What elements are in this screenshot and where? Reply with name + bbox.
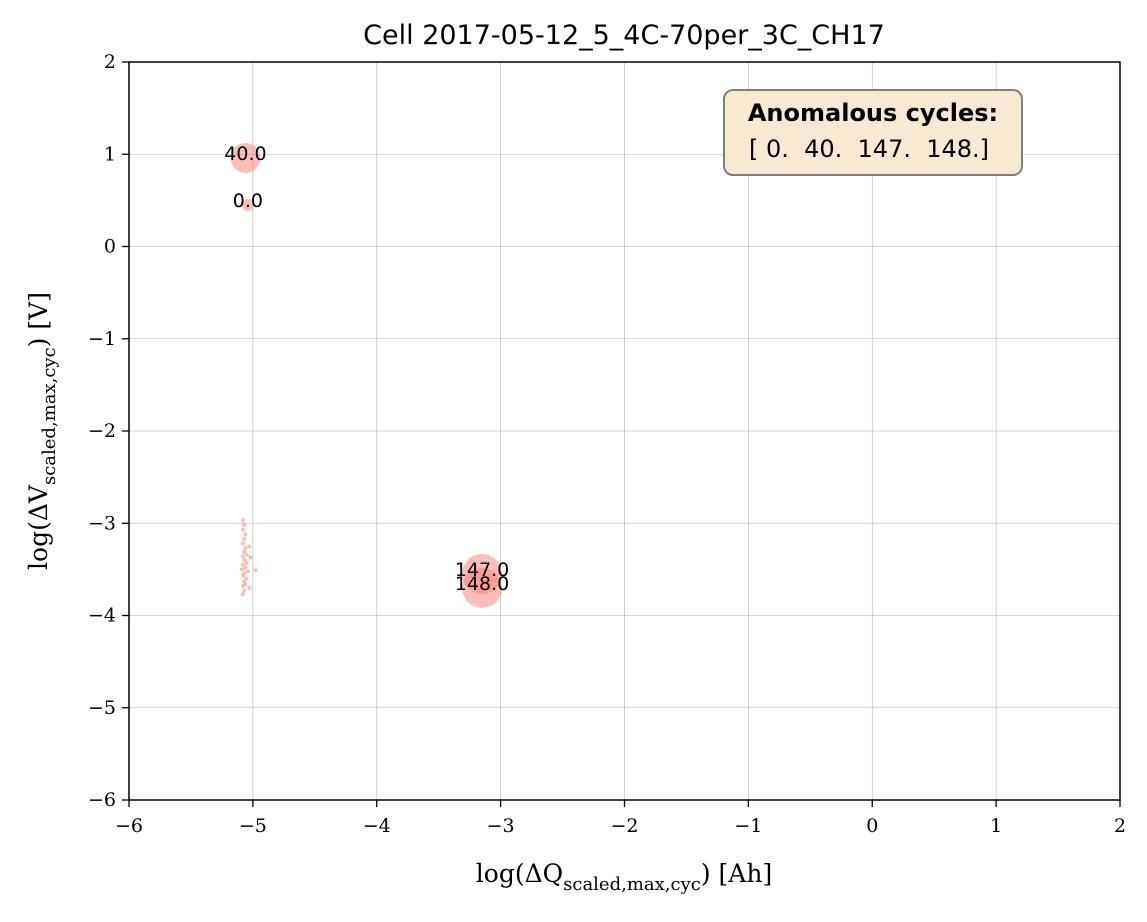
y-tick-label: −5 bbox=[88, 697, 116, 719]
x-tick-label: −1 bbox=[734, 815, 762, 837]
data-point bbox=[242, 588, 247, 593]
y-tick-label: 1 bbox=[104, 143, 116, 165]
annotation-title: Anomalous cycles: bbox=[748, 99, 998, 127]
data-point bbox=[240, 554, 245, 559]
data-point bbox=[245, 569, 250, 574]
y-tick-label: −3 bbox=[88, 512, 116, 534]
data-point bbox=[242, 558, 247, 563]
x-tick-label: 1 bbox=[990, 815, 1002, 837]
data-point-label: 40.0 bbox=[224, 143, 266, 165]
data-point bbox=[243, 565, 248, 570]
y-tick-label: −6 bbox=[88, 789, 116, 811]
y-tick-label: −2 bbox=[88, 420, 116, 442]
data-point bbox=[242, 549, 247, 554]
y-axis-label: log(ΔVscaled,max,cyc) [V] bbox=[24, 292, 60, 570]
data-point bbox=[462, 567, 503, 608]
annotation-values: [ 0. 40. 147. 148.] bbox=[749, 135, 989, 163]
x-tick-label: 2 bbox=[1114, 815, 1126, 837]
y-tick-label: −1 bbox=[88, 328, 116, 350]
data-point bbox=[253, 568, 258, 573]
data-point-label: 147.0 bbox=[455, 559, 509, 581]
data-point bbox=[244, 552, 249, 557]
x-tick-label: −6 bbox=[115, 815, 143, 837]
data-point bbox=[242, 536, 247, 541]
axis-ticks: −6 −5 −4 −3 −2 −1 0 1 2 −6 −5 −4 −3 −2 −1 0 1 2 bbox=[88, 51, 1126, 837]
x-tick-label: 0 bbox=[866, 815, 878, 837]
data-point bbox=[230, 142, 261, 173]
x-tick-label: −4 bbox=[363, 815, 391, 837]
data-point bbox=[244, 560, 249, 565]
anomaly-annotation-box: Anomalous cycles: [ 0. 40. 147. 148.] bbox=[723, 89, 1023, 176]
y-tick-label: −4 bbox=[88, 605, 116, 627]
data-point bbox=[240, 527, 245, 532]
data-point-label: 0.0 bbox=[233, 190, 263, 212]
x-tick-label: −3 bbox=[487, 815, 515, 837]
data-point bbox=[240, 562, 245, 567]
x-tick-label: −5 bbox=[239, 815, 267, 837]
data-point bbox=[248, 555, 253, 560]
data-point bbox=[240, 573, 245, 578]
data-point bbox=[240, 541, 245, 546]
data-point bbox=[243, 546, 248, 551]
chart-title: Cell 2017-05-12_5_4C-70per_3C_CH17 bbox=[363, 20, 885, 51]
data-point bbox=[241, 198, 254, 211]
y-tick-label: 0 bbox=[104, 236, 116, 258]
data-points bbox=[230, 142, 503, 608]
data-point bbox=[243, 532, 248, 537]
data-point bbox=[247, 585, 252, 590]
data-point bbox=[244, 576, 249, 581]
y-tick-label: 2 bbox=[104, 51, 116, 73]
data-point-label: 148.0 bbox=[455, 573, 509, 595]
annotation-background bbox=[723, 89, 1023, 176]
data-point bbox=[247, 544, 252, 549]
x-axis-label: log(ΔQscaled,max,cyc) [Ah] bbox=[476, 859, 772, 895]
data-point bbox=[240, 518, 245, 523]
data-point bbox=[242, 523, 247, 528]
data-point bbox=[240, 592, 245, 597]
data-point bbox=[240, 583, 245, 588]
x-tick-label: −2 bbox=[610, 815, 638, 837]
data-point bbox=[239, 567, 244, 572]
